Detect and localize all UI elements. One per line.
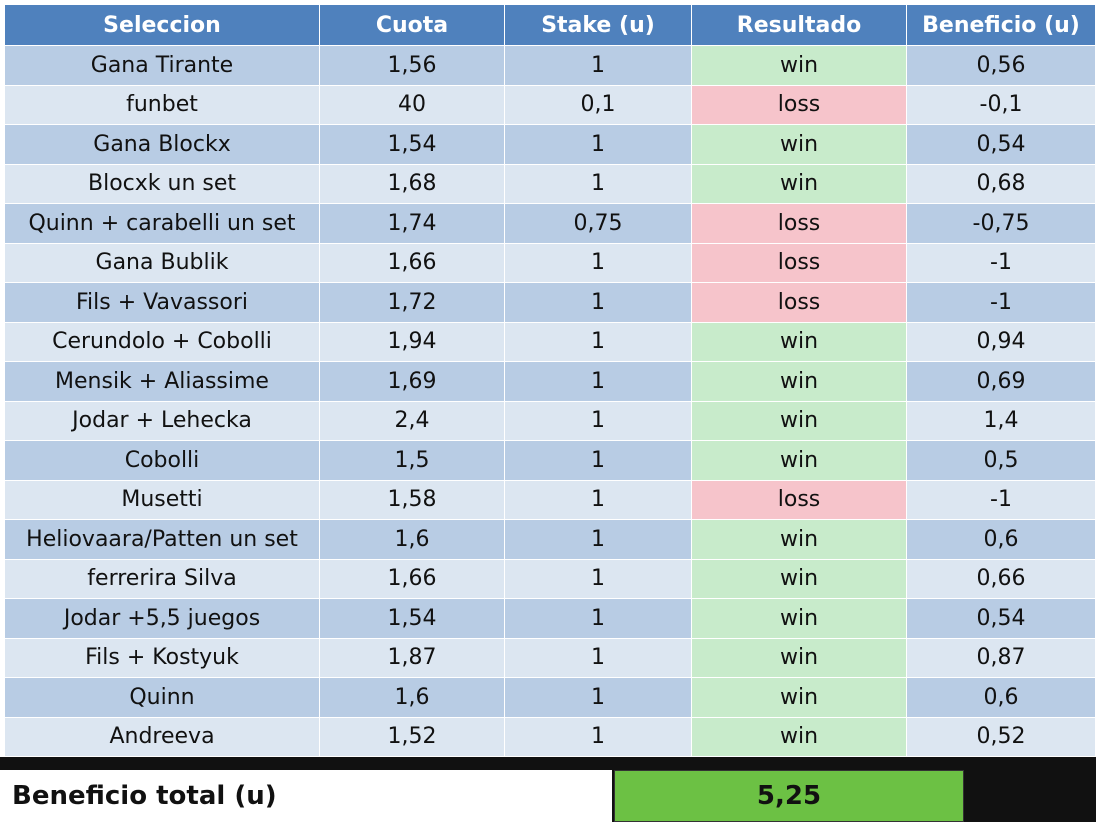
- table-cell: 0,54: [907, 599, 1096, 639]
- table-cell: 1: [505, 480, 692, 520]
- table-cell: Jodar +5,5 juegos: [5, 599, 320, 639]
- table-cell: funbet: [5, 85, 320, 125]
- table-cell: 1,74: [320, 204, 505, 244]
- table-cell: 1: [505, 125, 692, 165]
- table-cell: -0,1: [907, 85, 1096, 125]
- table-cell: 1: [505, 678, 692, 718]
- result-cell: loss: [692, 204, 907, 244]
- total-value: 5,25: [614, 770, 964, 822]
- table-cell: 1: [505, 322, 692, 362]
- table-cell: 1: [505, 520, 692, 560]
- result-cell: win: [692, 638, 907, 678]
- table-cell: Quinn + carabelli un set: [5, 204, 320, 244]
- table-cell: 0,69: [907, 362, 1096, 402]
- result-cell: win: [692, 322, 907, 362]
- table-cell: 1: [505, 164, 692, 204]
- table-cell: 0,6: [907, 520, 1096, 560]
- table-cell: 1,52: [320, 717, 505, 757]
- table-cell: Gana Tirante: [5, 46, 320, 86]
- result-cell: loss: [692, 480, 907, 520]
- table-cell: 0,6: [907, 678, 1096, 718]
- table-cell: Mensik + Aliassime: [5, 362, 320, 402]
- table-cell: 0,66: [907, 559, 1096, 599]
- table-cell: 1,56: [320, 46, 505, 86]
- result-cell: win: [692, 401, 907, 441]
- table-cell: 0,52: [907, 717, 1096, 757]
- table-cell: Gana Bublik: [5, 243, 320, 283]
- table-cell: 1: [505, 559, 692, 599]
- table-cell: Heliovaara/Patten un set: [5, 520, 320, 560]
- table-cell: 1,6: [320, 678, 505, 718]
- table-cell: -1: [907, 243, 1096, 283]
- table-cell: 1,66: [320, 559, 505, 599]
- table-cell: 40: [320, 85, 505, 125]
- table-cell: 1: [505, 243, 692, 283]
- table-cell: 1,87: [320, 638, 505, 678]
- table-cell: 1: [505, 401, 692, 441]
- table-cell: 0,54: [907, 125, 1096, 165]
- table-cell: Blocxk un set: [5, 164, 320, 204]
- column-header: Beneficio (u): [907, 5, 1096, 46]
- result-cell: win: [692, 559, 907, 599]
- table-cell: Cobolli: [5, 441, 320, 481]
- column-header: Seleccion: [5, 5, 320, 46]
- table-cell: Gana Blockx: [5, 125, 320, 165]
- column-header: Stake (u): [505, 5, 692, 46]
- table-cell: 1,6: [320, 520, 505, 560]
- table-cell: 1,94: [320, 322, 505, 362]
- result-cell: win: [692, 125, 907, 165]
- result-cell: loss: [692, 85, 907, 125]
- table-cell: -0,75: [907, 204, 1096, 244]
- column-header: Cuota: [320, 5, 505, 46]
- table-cell: -1: [907, 480, 1096, 520]
- table-cell: 1,4: [907, 401, 1096, 441]
- table-cell: 1: [505, 441, 692, 481]
- result-cell: win: [692, 599, 907, 639]
- table-cell: -1: [907, 283, 1096, 323]
- result-cell: loss: [692, 283, 907, 323]
- result-cell: loss: [692, 243, 907, 283]
- table-cell: Andreeva: [5, 717, 320, 757]
- table-cell: 1,54: [320, 599, 505, 639]
- table-cell: ferrerira Silva: [5, 559, 320, 599]
- table-cell: 1: [505, 638, 692, 678]
- table-cell: Cerundolo + Cobolli: [5, 322, 320, 362]
- table-cell: 1: [505, 46, 692, 86]
- table-cell: 1,66: [320, 243, 505, 283]
- table-cell: 1,68: [320, 164, 505, 204]
- table-cell: 1,72: [320, 283, 505, 323]
- result-cell: win: [692, 46, 907, 86]
- table-cell: 2,4: [320, 401, 505, 441]
- table-cell: 1: [505, 283, 692, 323]
- table-cell: 0,87: [907, 638, 1096, 678]
- total-label: Beneficio total (u): [0, 770, 612, 822]
- table-cell: Musetti: [5, 480, 320, 520]
- table-cell: 0,56: [907, 46, 1096, 86]
- table-cell: Jodar + Lehecka: [5, 401, 320, 441]
- table-cell: 1: [505, 717, 692, 757]
- table-cell: 0,1: [505, 85, 692, 125]
- table-cell: 1,69: [320, 362, 505, 402]
- table-cell: 0,5: [907, 441, 1096, 481]
- result-cell: win: [692, 520, 907, 560]
- table-cell: 0,75: [505, 204, 692, 244]
- table-cell: 1: [505, 599, 692, 639]
- result-cell: win: [692, 441, 907, 481]
- table-cell: 1,5: [320, 441, 505, 481]
- result-cell: win: [692, 717, 907, 757]
- result-cell: win: [692, 678, 907, 718]
- table-cell: 1,54: [320, 125, 505, 165]
- table-cell: 1,58: [320, 480, 505, 520]
- table-cell: Quinn: [5, 678, 320, 718]
- result-cell: win: [692, 362, 907, 402]
- table-cell: 0,68: [907, 164, 1096, 204]
- table-cell: Fils + Kostyuk: [5, 638, 320, 678]
- result-cell: win: [692, 164, 907, 204]
- table-cell: Fils + Vavassori: [5, 283, 320, 323]
- table-cell: 1: [505, 362, 692, 402]
- table-cell: 0,94: [907, 322, 1096, 362]
- column-header: Resultado: [692, 5, 907, 46]
